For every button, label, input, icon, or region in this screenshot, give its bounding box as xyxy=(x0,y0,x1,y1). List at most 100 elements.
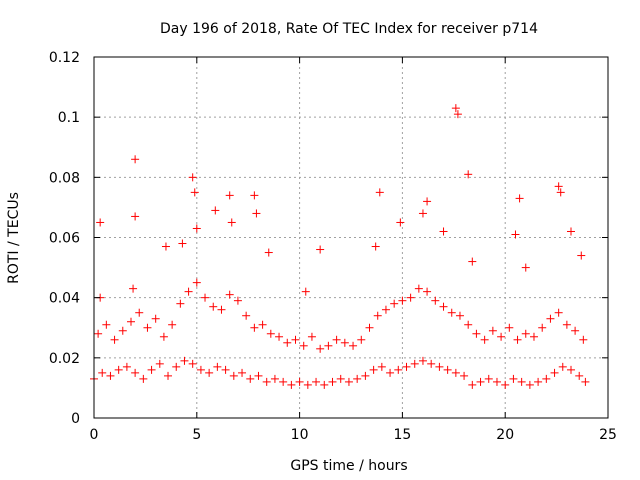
data-point xyxy=(287,380,296,389)
x-tick-label: 25 xyxy=(599,427,617,443)
y-tick-labels: 0 0.02 0.04 0.06 0.08 0.1 0.12 xyxy=(49,50,80,427)
data-point xyxy=(451,104,460,113)
data-point xyxy=(492,377,501,386)
data-point xyxy=(525,380,534,389)
data-point xyxy=(283,338,292,347)
data-point xyxy=(340,338,349,347)
y-tick-label: 0.02 xyxy=(49,351,80,367)
data-point xyxy=(295,377,304,386)
data-point xyxy=(176,299,185,308)
data-point xyxy=(275,332,284,341)
data-point xyxy=(377,362,386,371)
data-point xyxy=(213,362,222,371)
data-point xyxy=(554,182,563,191)
data-point xyxy=(464,170,473,179)
data-point xyxy=(221,365,230,374)
x-tick-label: 10 xyxy=(291,427,309,443)
data-point xyxy=(394,365,403,374)
data-point xyxy=(168,320,177,329)
data-point xyxy=(242,311,251,320)
data-point xyxy=(135,308,144,317)
data-point xyxy=(110,335,119,344)
data-point xyxy=(225,191,234,200)
data-point xyxy=(414,284,423,293)
y-axis-label: ROTI / TECUs xyxy=(6,192,22,284)
data-point xyxy=(336,374,345,383)
data-point xyxy=(538,323,547,332)
data-point xyxy=(151,314,160,323)
data-point xyxy=(373,311,382,320)
x-tick-label: 0 xyxy=(90,427,99,443)
data-point xyxy=(227,218,236,227)
data-point xyxy=(480,335,489,344)
data-point xyxy=(365,323,374,332)
data-point xyxy=(566,365,575,374)
data-point xyxy=(131,212,140,221)
data-point xyxy=(418,356,427,365)
data-point xyxy=(423,197,432,206)
data-point xyxy=(190,188,199,197)
data-point xyxy=(299,341,308,350)
data-point xyxy=(515,194,524,203)
data-point xyxy=(328,377,337,386)
data-point xyxy=(143,323,152,332)
data-point xyxy=(225,290,234,299)
data-point xyxy=(546,314,555,323)
data-point xyxy=(468,380,477,389)
data-point xyxy=(192,224,201,233)
data-point xyxy=(550,368,559,377)
data-point xyxy=(184,287,193,296)
data-point xyxy=(122,362,131,371)
data-point xyxy=(396,218,405,227)
data-point xyxy=(233,296,242,305)
data-point xyxy=(266,329,275,338)
data-point xyxy=(509,374,518,383)
data-point xyxy=(155,359,164,368)
data-point xyxy=(353,374,362,383)
data-point xyxy=(427,359,436,368)
data-point xyxy=(468,257,477,266)
data-point xyxy=(205,368,214,377)
data-point xyxy=(451,368,460,377)
data-point xyxy=(320,380,329,389)
data-point xyxy=(453,110,462,119)
data-point xyxy=(98,368,107,377)
data-point xyxy=(291,335,300,344)
data-point xyxy=(301,287,310,296)
data-layer xyxy=(90,104,590,389)
data-point xyxy=(371,242,380,251)
data-point xyxy=(497,332,506,341)
data-point xyxy=(562,320,571,329)
data-point xyxy=(211,206,220,215)
grid-layer xyxy=(94,57,608,418)
data-point xyxy=(161,242,170,251)
data-point xyxy=(513,335,522,344)
data-point xyxy=(361,371,370,380)
data-point xyxy=(439,227,448,236)
data-point xyxy=(439,302,448,311)
y-tick-label: 0.06 xyxy=(49,231,80,247)
y-tick-label: 0.1 xyxy=(58,110,80,126)
data-point xyxy=(476,377,485,386)
data-point xyxy=(349,341,358,350)
data-point xyxy=(303,380,312,389)
data-point xyxy=(398,296,407,305)
data-point xyxy=(316,245,325,254)
data-point xyxy=(386,368,395,377)
data-point xyxy=(127,317,136,326)
data-point xyxy=(529,332,538,341)
data-point xyxy=(402,362,411,371)
chart-title: Day 196 of 2018, Rate Of TEC Index for r… xyxy=(160,21,538,37)
data-point xyxy=(102,320,111,329)
data-point xyxy=(172,362,181,371)
x-tick-label: 20 xyxy=(496,427,514,443)
data-point xyxy=(131,368,140,377)
data-point xyxy=(312,377,321,386)
data-point xyxy=(505,323,514,332)
data-point xyxy=(250,191,259,200)
data-point xyxy=(571,326,580,335)
data-point xyxy=(94,329,103,338)
data-point xyxy=(455,311,464,320)
data-point xyxy=(431,296,440,305)
